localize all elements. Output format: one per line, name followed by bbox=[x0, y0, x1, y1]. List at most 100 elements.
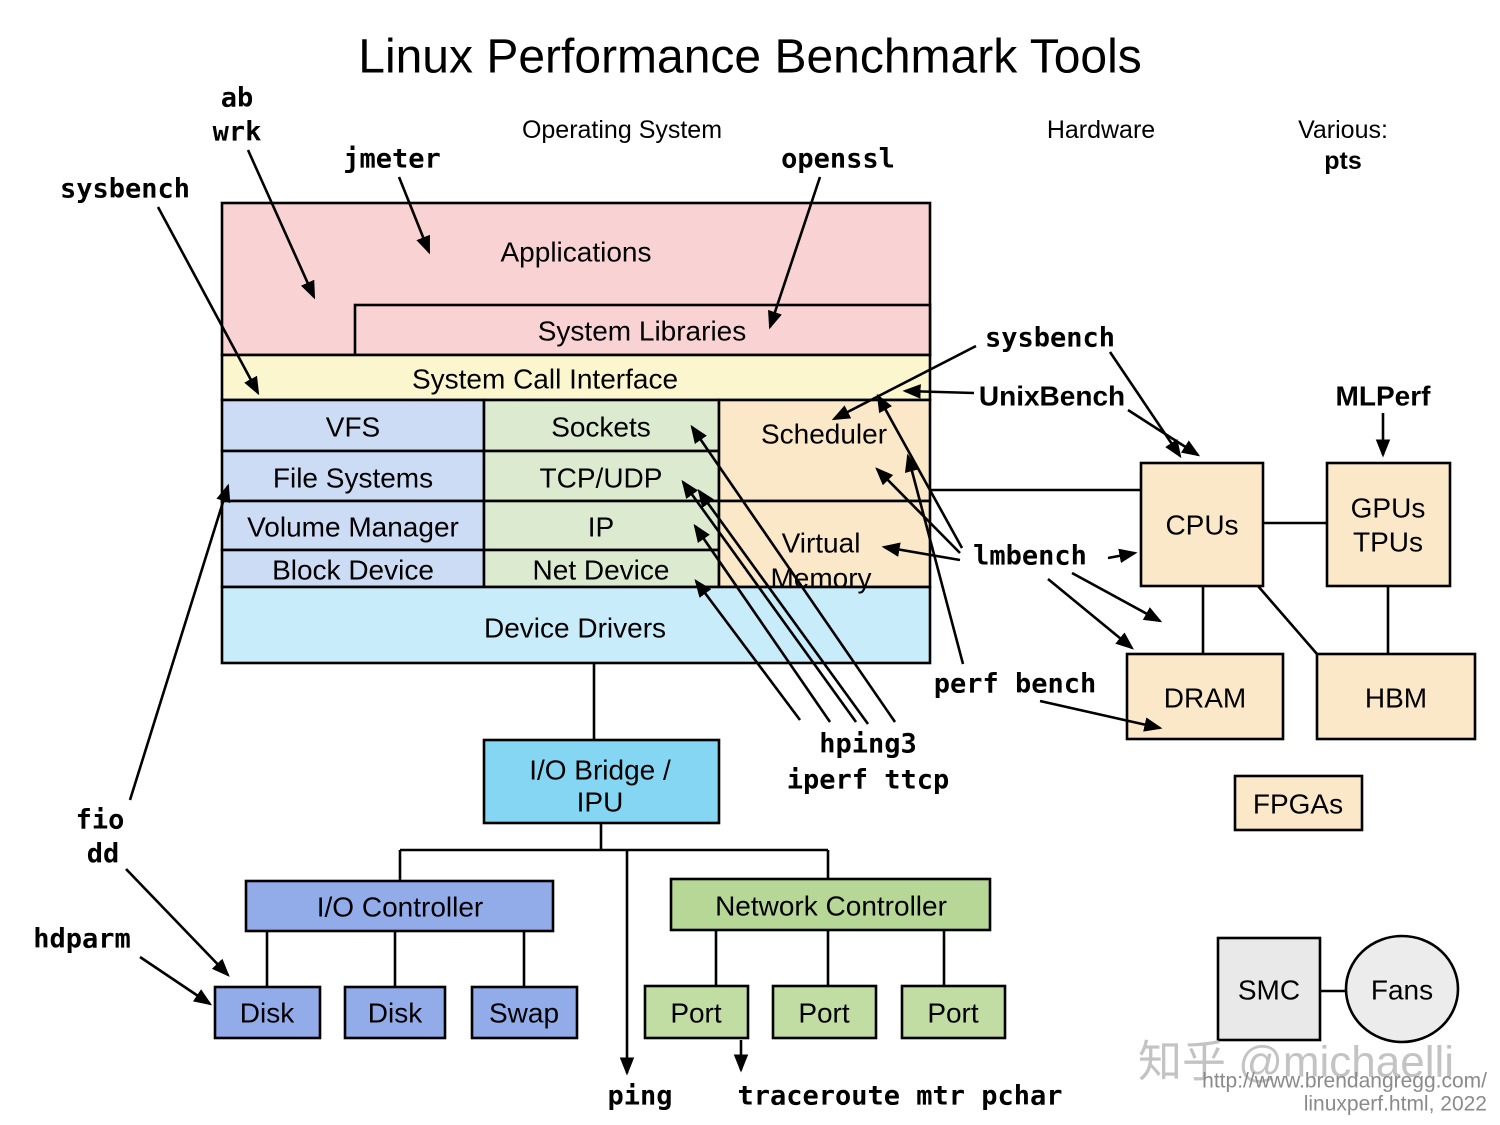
credit-source: linuxperf.html, 2022 bbox=[1304, 1093, 1487, 1116]
fans-circle bbox=[1344, 934, 1460, 1044]
network-controller-box bbox=[669, 877, 992, 932]
tool-perf-bench: perf bench bbox=[934, 669, 1097, 700]
gpus-tpus-box bbox=[1325, 461, 1452, 588]
ip-label: IP bbox=[588, 512, 614, 543]
volume-manager-box bbox=[220, 499, 486, 552]
arrow-lmbench-to-syscall bbox=[876, 393, 964, 549]
arrow-hping-to-ip bbox=[693, 523, 832, 723]
arrow-sysbench-to-scheduler bbox=[831, 344, 977, 421]
system-call-interface-label: System Call Interface bbox=[412, 364, 678, 395]
arrow-hping-to-net-device bbox=[694, 578, 802, 721]
arrow-lmbench-to-scheduler bbox=[875, 467, 961, 554]
volume-manager-label: Volume Manager bbox=[247, 512, 459, 543]
smc-label: SMC bbox=[1238, 975, 1300, 1006]
port1-label: Port bbox=[670, 998, 722, 1029]
port1-box bbox=[643, 984, 750, 1040]
io-controller-label: I/O Controller bbox=[317, 892, 484, 923]
vfs-label: VFS bbox=[326, 412, 380, 443]
connector-lines bbox=[265, 488, 1390, 993]
network-controller-label: Network Controller bbox=[715, 891, 947, 922]
arrow-jmeter-to-applications bbox=[397, 176, 431, 255]
dram-label: DRAM bbox=[1164, 683, 1246, 714]
fpgas-box bbox=[1233, 774, 1364, 832]
tool-traceroute: traceroute mtr pchar bbox=[737, 1081, 1062, 1112]
page-title: Linux Performance Benchmark Tools bbox=[358, 31, 1142, 84]
section-various: Various: bbox=[1298, 116, 1388, 144]
gpus-label-line1: GPUs bbox=[1351, 493, 1426, 524]
arrow-hping-to-tcpudp-1 bbox=[681, 479, 858, 723]
applications-label: Applications bbox=[501, 237, 652, 268]
io-bridge-label-line2: IPU bbox=[577, 787, 624, 818]
zhihu-watermark: 知乎 @michaelli bbox=[1138, 1038, 1454, 1087]
disk1-box bbox=[213, 985, 322, 1040]
tool-hdparm: hdparm bbox=[33, 924, 131, 955]
scheduler-label: Scheduler bbox=[761, 419, 887, 450]
tool-unixbench: UnixBench bbox=[979, 381, 1125, 412]
arrow-lmbench-to-cpus bbox=[1107, 548, 1138, 564]
tool-ping: ping bbox=[607, 1081, 672, 1112]
tool-sysbench-right: sysbench bbox=[985, 323, 1115, 354]
fpgas-label: FPGAs bbox=[1253, 789, 1343, 820]
arrow-sysbench-to-cpus bbox=[1108, 351, 1182, 459]
cpus-label: CPUs bbox=[1165, 510, 1238, 541]
swap-label: Swap bbox=[489, 998, 559, 1029]
sockets-box bbox=[482, 398, 721, 453]
port3-box bbox=[900, 984, 1007, 1040]
connector-cpus-hbm bbox=[1257, 585, 1318, 655]
tool-mlperf: MLPerf bbox=[1336, 381, 1432, 412]
sockets-label: Sockets bbox=[551, 412, 651, 443]
port3-label: Port bbox=[927, 998, 979, 1029]
io-controller-box bbox=[244, 879, 555, 933]
tool-lmbench: lmbench bbox=[973, 541, 1087, 572]
tool-dd: dd bbox=[87, 839, 120, 870]
fans-label: Fans bbox=[1371, 975, 1433, 1006]
tool-wrk: wrk bbox=[213, 117, 262, 148]
device-drivers-label: Device Drivers bbox=[484, 613, 666, 644]
virtual-memory-label-line1: Virtual bbox=[782, 528, 861, 559]
tcp-udp-label: TCP/UDP bbox=[540, 463, 663, 494]
section-operating-system: Operating System bbox=[522, 116, 722, 144]
port2-label: Port bbox=[798, 998, 850, 1029]
ip-box bbox=[482, 499, 721, 552]
arrow-sysbench-to-syscall bbox=[156, 206, 260, 396]
tool-openssl: openssl bbox=[781, 144, 895, 175]
block-device-label: Block Device bbox=[272, 555, 434, 586]
file-systems-label: File Systems bbox=[273, 463, 433, 494]
smc-box bbox=[1216, 936, 1322, 1042]
gpus-label-line2: TPUs bbox=[1353, 527, 1423, 558]
tool-arrows bbox=[125, 149, 1391, 1076]
credit-url: http://www.brendangregg.com/ bbox=[1202, 1070, 1487, 1093]
arrow-hping-to-sockets bbox=[690, 424, 897, 723]
arrow-openssl-to-system-libraries bbox=[768, 176, 822, 330]
arrow-unixbench-to-cpus bbox=[1127, 408, 1201, 457]
arrow-perfbench-to-dram bbox=[1039, 699, 1163, 732]
tool-ab: ab bbox=[221, 83, 254, 114]
port2-box bbox=[771, 984, 878, 1040]
disk1-label: Disk bbox=[240, 998, 295, 1029]
tool-iperf-ttcp: iperf ttcp bbox=[787, 765, 950, 796]
arrow-lmbench-to-dram-1 bbox=[1071, 571, 1163, 623]
disk2-box bbox=[343, 985, 447, 1040]
arrow-hdparm-to-disk bbox=[139, 955, 213, 1006]
system-libraries-box bbox=[353, 303, 932, 357]
arrow-perfbench-to-scheduler bbox=[904, 453, 965, 665]
arrow-dd-to-disk bbox=[125, 868, 230, 977]
arrow-unixbench-to-syscall bbox=[902, 384, 975, 399]
disk2-label: Disk bbox=[368, 998, 423, 1029]
io-bridge-box bbox=[482, 738, 721, 825]
scheduler-box bbox=[717, 398, 932, 503]
hbm-label: HBM bbox=[1365, 683, 1427, 714]
tool-sysbench-left: sysbench bbox=[60, 174, 190, 205]
section-hardware: Hardware bbox=[1047, 116, 1155, 144]
cpus-box bbox=[1139, 461, 1265, 588]
arrow-lmbench-to-dram-2 bbox=[1047, 577, 1134, 650]
tool-hping3: hping3 bbox=[819, 729, 917, 760]
tool-pts: pts bbox=[1324, 147, 1362, 175]
tool-fio: fio bbox=[76, 805, 125, 836]
arrow-ab-wrk-to-applications bbox=[246, 149, 316, 300]
io-bridge-label-line1: I/O Bridge / bbox=[529, 755, 671, 786]
net-device-label: Net Device bbox=[533, 555, 670, 586]
arrow-lmbench-to-virtual-memory bbox=[881, 542, 961, 562]
